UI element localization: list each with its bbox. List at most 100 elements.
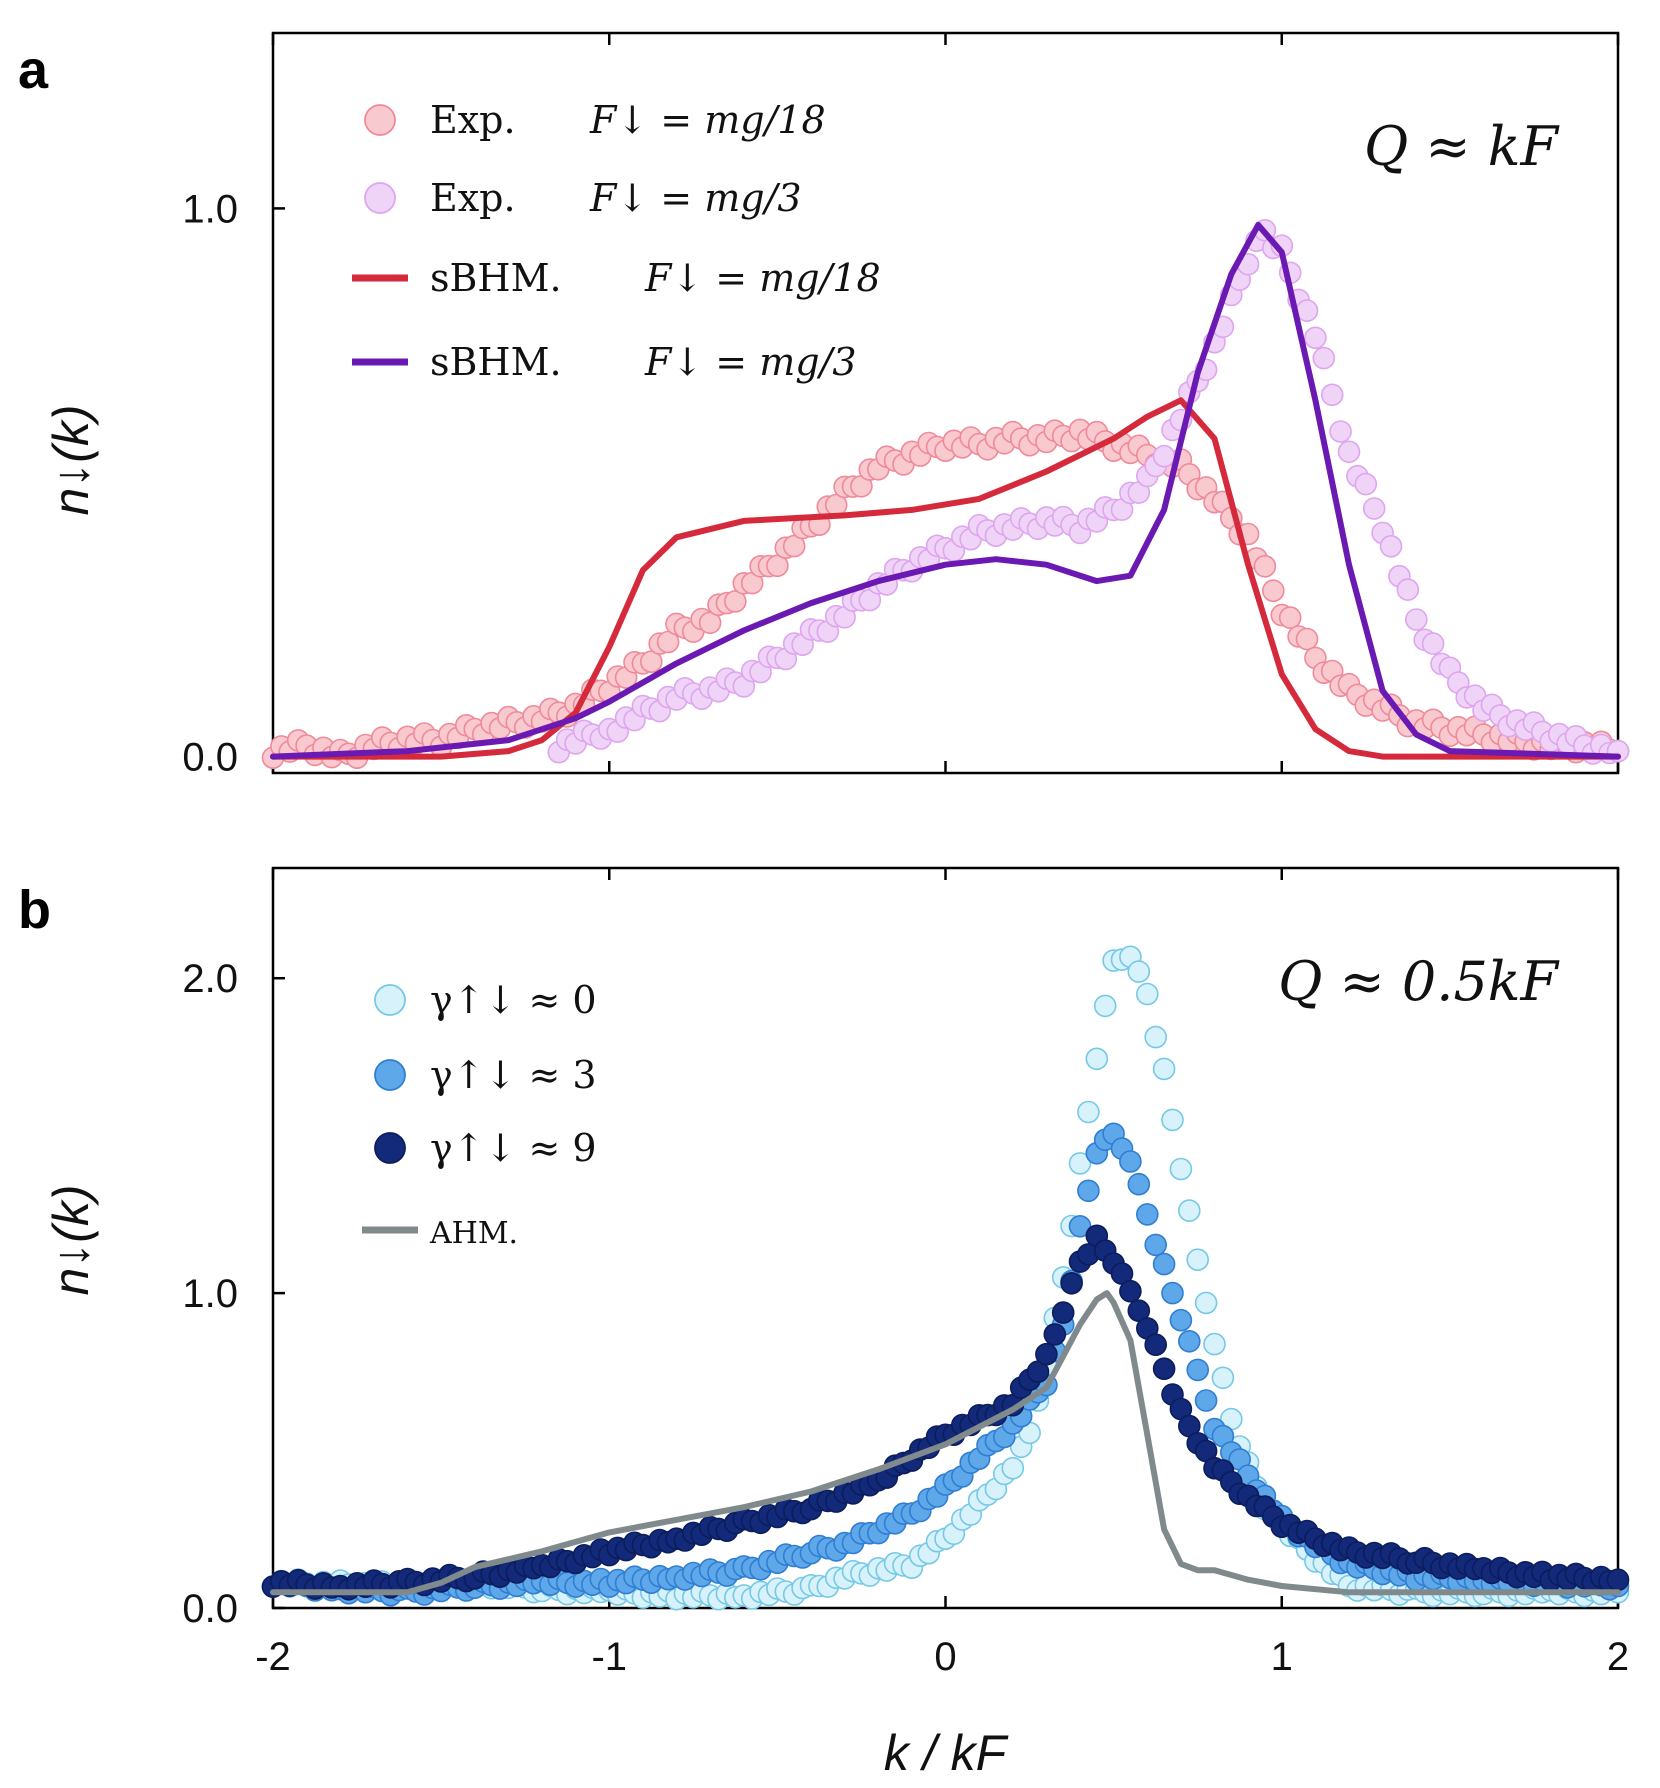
- panel-a-annotation: Q ≈ kF: [1364, 115, 1561, 178]
- panel-b-legend: γ↑↓ ≈ 0 γ↑↓ ≈ 3 γ↑↓ ≈ 9 AHM.: [362, 978, 597, 1251]
- panel-a-point-exp-0: [639, 650, 663, 674]
- panel-a-ylabel: n↓(k): [43, 404, 99, 515]
- panel-a-letter: a: [18, 40, 49, 100]
- panel-a-legend-marker-swatch: [364, 182, 396, 214]
- panel-a-legend-label: sBHM.: [430, 340, 562, 384]
- panel-b-series-line-ahm-3: [270, 1290, 1621, 1596]
- x-axis-title: k / kF: [884, 1725, 1009, 1781]
- panel-b-legend-marker-swatch: [374, 984, 406, 1016]
- panel-b-series: [261, 945, 1630, 1611]
- panel-a-point-exp-0: [1295, 627, 1319, 651]
- panel-b-point--31: [1068, 1215, 1092, 1238]
- panel-b-point--00: [1169, 1157, 1193, 1181]
- panel-a-point-exp-1: [1379, 534, 1403, 558]
- panel-b-point--00: [1152, 1057, 1176, 1081]
- panel-b-legend-label: γ↑↓ ≈ 3: [430, 1053, 597, 1097]
- panel-a-legend: Exp. F↓ = mg/18 Exp. F↓ = mg/3 sBHM. F↓ = mg/…: [352, 98, 881, 384]
- panel-b-xtick-label: 2: [1607, 1635, 1629, 1679]
- panel-b-legend-label: AHM.: [429, 1216, 518, 1251]
- panel-b-xtick-label: 1: [1271, 1635, 1293, 1679]
- panel-b-legend-marker-swatch: [374, 1059, 406, 1091]
- panel-b-point--00: [1178, 1199, 1201, 1222]
- panel-b-annotation: Q ≈ 0.5kF: [1278, 950, 1560, 1013]
- panel-a-legend-label: Exp.: [430, 98, 516, 142]
- panel-a-legend-label: Exp.: [430, 176, 516, 220]
- panel-a-point-exp-0: [723, 590, 747, 613]
- panel-b-point--31: [1127, 1172, 1151, 1196]
- panel-a-legend-label: sBHM.: [430, 256, 562, 300]
- panel-b-point--92: [1144, 1333, 1167, 1356]
- panel-a-ytick-label: 0.0: [182, 736, 238, 780]
- panel-a-yticks: 0.0 1.0: [182, 187, 285, 780]
- panel-a-ytick-label: 1.0: [182, 187, 238, 231]
- panel-a-point-exp-1: [1421, 632, 1445, 655]
- panel-a-point-exp-1: [1396, 578, 1420, 601]
- panel-b-point--00: [1211, 1366, 1235, 1390]
- panel-a-point-exp-0: [1262, 579, 1285, 603]
- panel-b-legend-marker-swatch: [374, 1132, 406, 1164]
- panel-a-point-exp-1: [1354, 472, 1378, 496]
- panel-b-point--31: [1119, 1150, 1142, 1173]
- panel-b-point--92: [1119, 1279, 1142, 1303]
- panel-b-point--92: [1043, 1323, 1067, 1346]
- panel-a-point-exp-0: [656, 630, 680, 654]
- panel-a-xticks: [271, 33, 1620, 773]
- panel-b-point--31: [1186, 1358, 1209, 1382]
- panel-b-point--92: [1606, 1568, 1630, 1591]
- panel-b-point--00: [1001, 1456, 1025, 1480]
- panel-b-yticks: 0.0 1.0 2.0: [182, 957, 285, 1631]
- panel-b-xtick-label: 0: [934, 1635, 956, 1679]
- panel-b-legend-label: γ↑↓ ≈ 0: [430, 978, 597, 1022]
- panel-a: a n↓(k) Q ≈ kF 0.01.0 Exp. F↓ = mg/18Exp.…: [18, 31, 1630, 780]
- panel-a-point-exp-0: [782, 534, 806, 558]
- panel-b-point--92: [1035, 1342, 1058, 1366]
- panel-a-point-exp-0: [1278, 606, 1302, 629]
- panel-b-point--92: [1060, 1272, 1083, 1295]
- panel-b-point--00: [1127, 960, 1151, 983]
- panel-b-ylabel: n↓(k): [43, 1184, 99, 1295]
- panel-a-point-exp-1: [1312, 346, 1336, 370]
- panel-b-xticks: -2 -1 0 1 2: [255, 868, 1629, 1679]
- panel-a-legend-force: F↓ = mg/3: [644, 340, 857, 384]
- panel-b-point--31: [1077, 1179, 1100, 1203]
- panel-b-point--92: [1152, 1357, 1176, 1380]
- panel-b-ytick-label: 2.0: [182, 957, 238, 1001]
- panel-a-point-exp-0: [698, 611, 722, 635]
- panel-b-point--00: [1085, 1047, 1109, 1071]
- panel-a-point-exp-0: [766, 554, 789, 578]
- panel-a-legend-force: F↓ = mg/18: [589, 98, 826, 142]
- panel-a-legend-force: F↓ = mg/3: [589, 176, 802, 220]
- panel-b-letter: b: [18, 880, 51, 940]
- panel-a-point-exp-1: [1320, 383, 1344, 407]
- panel-b-point--00: [1093, 994, 1117, 1018]
- panel-b-point--92: [1051, 1301, 1075, 1324]
- panel-a-series-line-sbhm-3: [270, 221, 1621, 760]
- panel-b: b n↓(k) Q ≈ 0.5kF 0.0 1.0 2.0 -2 -1 0 1 2 γ↑↓ …: [18, 866, 1630, 1781]
- panel-b-xtick-label: -2: [255, 1635, 291, 1679]
- panel-b-point--00: [1203, 1332, 1226, 1356]
- panel-b-point--31: [1169, 1308, 1193, 1332]
- panel-b-point--31: [1136, 1203, 1159, 1226]
- panel-b-point--31: [1161, 1281, 1184, 1305]
- panel-b-xtick-label: -1: [591, 1635, 627, 1679]
- panel-b-ytick-label: 0.0: [182, 1587, 238, 1631]
- panel-a-point-exp-1: [1362, 497, 1386, 520]
- panel-b-point--00: [1194, 1291, 1218, 1315]
- panel-a-point-exp-1: [1329, 420, 1352, 443]
- panel-b-point--00: [1186, 1248, 1209, 1271]
- panel-a-point-exp-1: [1152, 444, 1176, 468]
- panel-b-point--00: [1077, 1100, 1100, 1124]
- panel-a-series: [261, 219, 1630, 770]
- panel-a-point-exp-0: [1253, 554, 1277, 578]
- panel-b-ytick-label: 1.0: [182, 1272, 238, 1316]
- panel-b-legend-label: γ↑↓ ≈ 9: [430, 1126, 597, 1170]
- panel-a-point-exp-1: [1304, 326, 1327, 350]
- panel-a-point-exp-1: [1405, 608, 1428, 631]
- panel-b-point--00: [1068, 1152, 1092, 1175]
- panel-a-legend-force: F↓ = mg/18: [644, 256, 881, 300]
- panel-b-point--31: [1194, 1389, 1218, 1412]
- panel-b-point--00: [1144, 1025, 1167, 1049]
- panel-b-point--00: [1136, 982, 1159, 1006]
- panel-b-point--31: [1144, 1233, 1167, 1257]
